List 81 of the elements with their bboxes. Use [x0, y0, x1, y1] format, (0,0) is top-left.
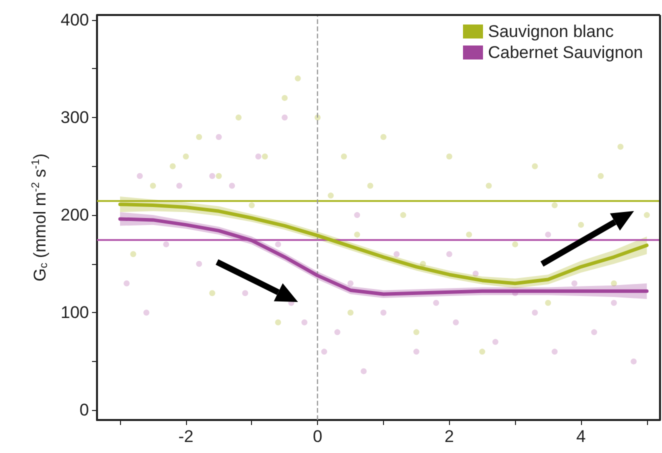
point [545, 232, 552, 238]
point [236, 114, 242, 120]
point [176, 182, 182, 189]
point [348, 280, 354, 286]
point [294, 75, 301, 82]
point [196, 260, 202, 267]
point [262, 154, 268, 160]
point [328, 192, 334, 199]
x-tick-label: 2 [444, 427, 454, 446]
point [242, 290, 248, 296]
x-tick-label: -2 [178, 427, 194, 446]
point [610, 280, 617, 286]
point [617, 144, 624, 150]
point [578, 222, 584, 228]
point [170, 163, 176, 170]
point [380, 134, 386, 140]
point [591, 329, 598, 336]
point [413, 329, 420, 336]
point [598, 173, 604, 180]
point [630, 358, 637, 364]
point [182, 154, 189, 160]
point [209, 290, 216, 296]
point [216, 173, 222, 180]
point [466, 232, 472, 238]
point [644, 212, 650, 218]
point [360, 368, 367, 374]
point [196, 134, 202, 140]
point [124, 280, 130, 286]
point [275, 241, 282, 248]
point [479, 348, 486, 355]
point [413, 348, 420, 355]
point [321, 348, 328, 355]
point [275, 319, 282, 326]
y-tick-label: 300 [60, 108, 89, 127]
point [446, 251, 452, 258]
point [282, 114, 288, 120]
point [400, 212, 406, 218]
legend-label: Sauvignon blanc [488, 22, 614, 41]
point [301, 319, 308, 326]
point [472, 270, 479, 277]
point [420, 260, 426, 267]
point [150, 182, 156, 189]
point [446, 154, 452, 160]
point [552, 348, 558, 355]
point [163, 241, 170, 248]
point [255, 154, 262, 160]
point [380, 310, 386, 316]
point [512, 241, 518, 248]
point [143, 310, 150, 316]
point [433, 300, 440, 306]
point [354, 232, 360, 238]
legend-label: Cabernet Sauvignon [488, 43, 644, 62]
point [354, 212, 360, 218]
x-tick-label: 0 [312, 427, 322, 446]
point [552, 202, 558, 208]
point [282, 94, 288, 101]
point [334, 329, 340, 336]
point [340, 154, 347, 160]
y-tick-label: 100 [60, 303, 89, 322]
point [130, 251, 136, 258]
x-tick-label: 4 [576, 427, 586, 446]
point [452, 319, 459, 326]
point [394, 251, 400, 258]
point [610, 300, 617, 306]
point [209, 173, 216, 180]
y-axis-title: Gc (mmol m-2 s-1) [30, 154, 50, 282]
point [492, 338, 498, 345]
point [532, 310, 538, 316]
y-tick-label: 0 [80, 400, 89, 420]
point [136, 173, 143, 180]
point [571, 280, 578, 286]
point [248, 202, 255, 208]
point [348, 310, 354, 316]
point [228, 182, 235, 189]
point [532, 163, 538, 170]
point [367, 182, 374, 189]
point [486, 182, 492, 189]
y-tick-label: 400 [60, 10, 89, 30]
y-tick-label: 200 [60, 206, 89, 225]
point [545, 300, 552, 306]
point [216, 134, 222, 140]
